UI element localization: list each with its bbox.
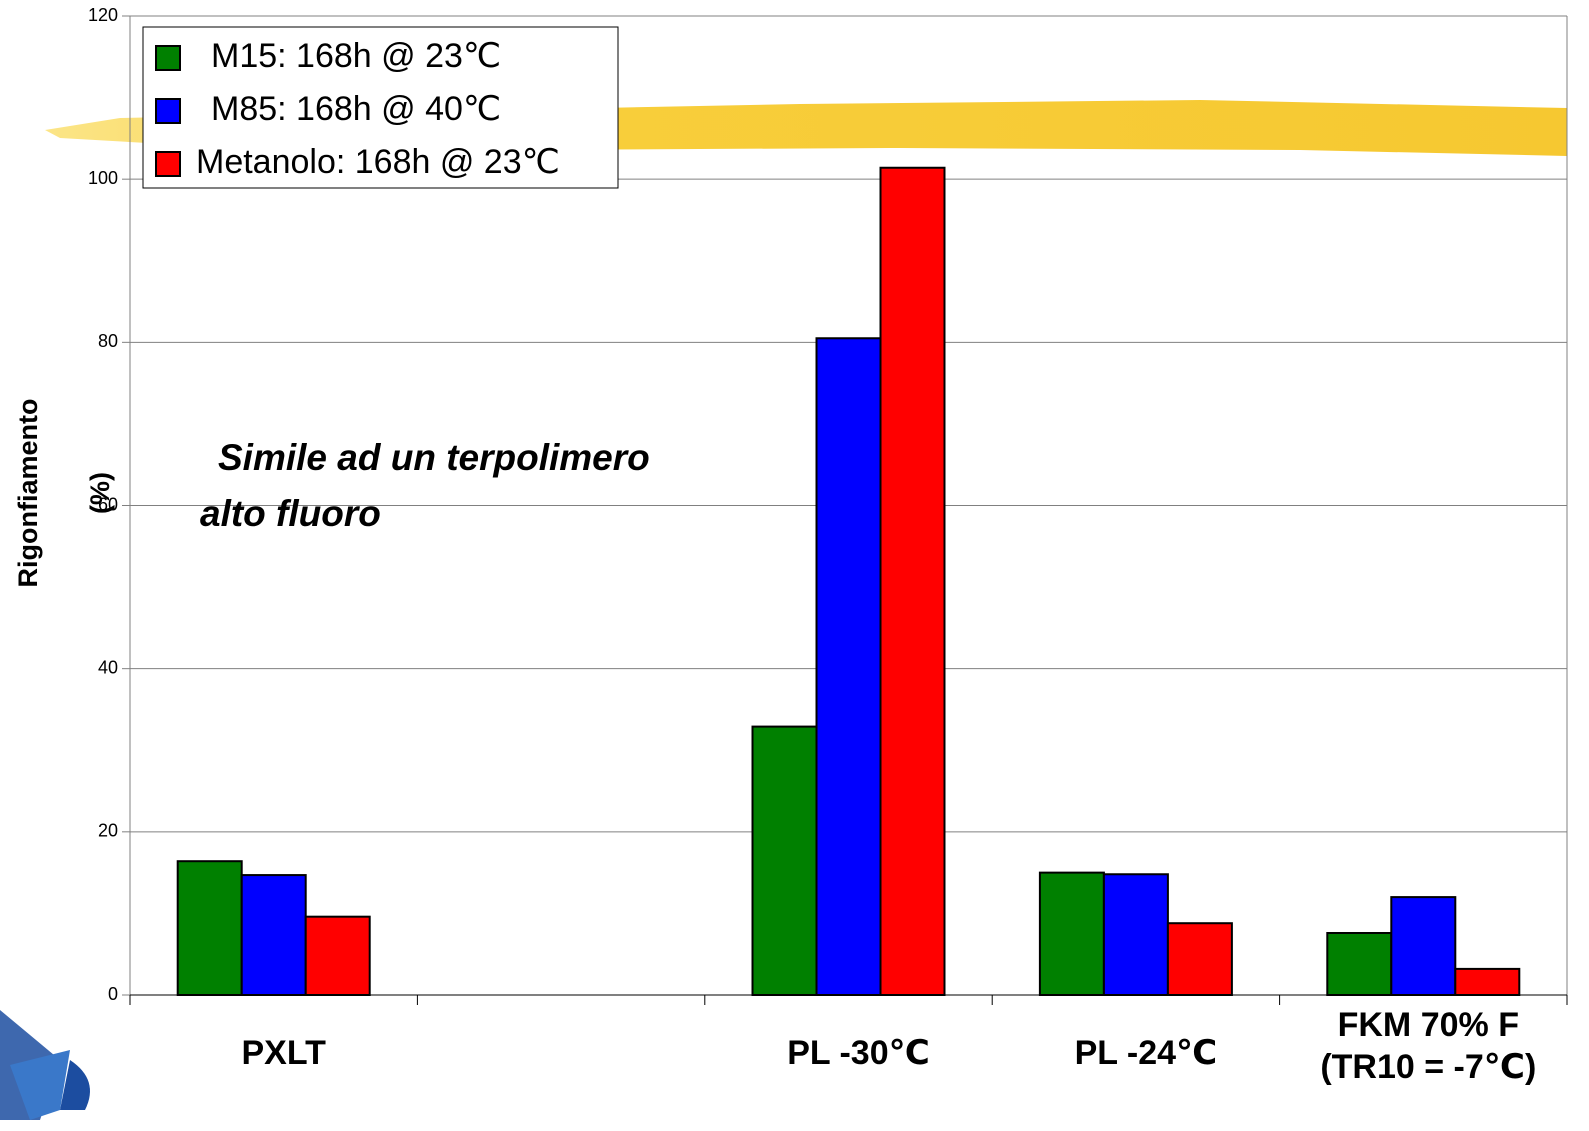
legend-swatch xyxy=(155,45,181,71)
y-axis-label: (%) xyxy=(85,472,115,514)
y-axis-label: Rigonfiamento xyxy=(13,399,43,588)
x-tick-label: FKM 70% F xyxy=(1338,1006,1519,1044)
annotation: alto fluoro xyxy=(200,493,381,534)
x-tick-label: (TR10 = -7℃) xyxy=(1320,1048,1536,1086)
legend-swatch xyxy=(155,98,181,124)
legend-swatch xyxy=(155,151,181,177)
y-tick-label: 100 xyxy=(88,168,118,188)
logo xyxy=(0,1010,90,1120)
bar xyxy=(1166,922,1233,996)
bar xyxy=(1038,871,1105,996)
legend-label: Metanolo: 168h @ 23℃ xyxy=(196,143,560,181)
legend-box xyxy=(142,26,619,189)
y-tick-label: 20 xyxy=(98,821,118,841)
bar xyxy=(304,915,371,996)
y-tick-label: 60 xyxy=(98,494,118,514)
bar xyxy=(1390,896,1457,996)
bar xyxy=(815,337,882,997)
y-tick-label: 0 xyxy=(108,984,118,1004)
legend: M15: 168h @ 23℃ M85: 168h @ 40℃ Metanolo: … xyxy=(142,26,619,189)
annotation: Simile ad un terpolimero xyxy=(218,437,650,478)
y-tick-label: 120 xyxy=(88,5,118,25)
bar xyxy=(751,725,818,996)
bar xyxy=(1102,873,1169,996)
legend-label: M85: 168h @ 40℃ xyxy=(211,90,501,128)
y-tick-label: 80 xyxy=(98,331,118,351)
bar xyxy=(176,860,243,996)
bar xyxy=(240,874,307,997)
bar xyxy=(1326,931,1393,996)
x-tick-label: PL -24℃ xyxy=(1075,1034,1218,1072)
bar xyxy=(1454,967,1521,996)
y-tick-label: 40 xyxy=(98,657,118,677)
x-tick-label: PL -30℃ xyxy=(787,1034,930,1072)
bar xyxy=(879,166,946,996)
x-tick-label: PXLT xyxy=(242,1034,327,1072)
legend-label: M15: 168h @ 23℃ xyxy=(211,37,501,75)
